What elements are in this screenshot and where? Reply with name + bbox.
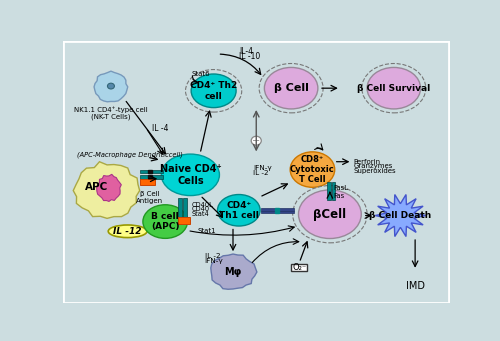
FancyBboxPatch shape	[178, 198, 182, 217]
Text: CD40: CD40	[191, 207, 210, 212]
Text: IL -12: IL -12	[114, 227, 142, 236]
FancyBboxPatch shape	[291, 264, 308, 271]
Text: β Cell
Antigen: β Cell Antigen	[136, 191, 163, 204]
Text: β Cell Death: β Cell Death	[370, 211, 432, 220]
Text: Perforin: Perforin	[353, 159, 380, 165]
FancyBboxPatch shape	[140, 179, 154, 184]
Ellipse shape	[264, 68, 318, 109]
Text: IL -2: IL -2	[253, 170, 269, 176]
Text: CD4⁺ Th2
cell: CD4⁺ Th2 cell	[190, 81, 238, 101]
Text: β Cell: β Cell	[274, 83, 308, 93]
Text: −: −	[252, 136, 260, 146]
Text: CD40L: CD40L	[191, 202, 213, 208]
FancyBboxPatch shape	[327, 182, 330, 200]
Ellipse shape	[191, 74, 236, 108]
FancyBboxPatch shape	[182, 198, 186, 217]
Text: NK1.1 CD4⁺-type cell
(NK-T Cells): NK1.1 CD4⁺-type cell (NK-T Cells)	[74, 106, 148, 120]
FancyBboxPatch shape	[261, 211, 294, 213]
Text: IL -2: IL -2	[204, 253, 220, 259]
FancyBboxPatch shape	[332, 182, 336, 200]
FancyBboxPatch shape	[178, 217, 190, 224]
Ellipse shape	[298, 190, 362, 238]
Polygon shape	[375, 194, 426, 237]
Text: Stat4: Stat4	[191, 211, 209, 217]
Text: B cell
(APC): B cell (APC)	[151, 212, 180, 231]
Ellipse shape	[143, 205, 188, 238]
Polygon shape	[94, 71, 128, 102]
Ellipse shape	[162, 154, 220, 196]
FancyBboxPatch shape	[148, 170, 152, 173]
Text: APC: APC	[85, 182, 108, 192]
Text: Stat6: Stat6	[191, 71, 210, 77]
Text: Fas: Fas	[334, 193, 345, 199]
Text: Naive CD4⁺
Cells: Naive CD4⁺ Cells	[160, 164, 221, 186]
FancyBboxPatch shape	[140, 175, 163, 178]
Ellipse shape	[367, 68, 420, 109]
Text: Granzymes: Granzymes	[353, 163, 393, 169]
Text: Superoxides: Superoxides	[353, 168, 396, 174]
Text: (APC-Macrophage Dendriticcell): (APC-Macrophage Dendriticcell)	[78, 152, 183, 159]
FancyBboxPatch shape	[275, 211, 278, 213]
Text: FasL: FasL	[334, 186, 349, 192]
FancyBboxPatch shape	[261, 208, 294, 211]
Text: βCell: βCell	[314, 208, 346, 221]
Polygon shape	[96, 174, 122, 202]
Text: Stat1: Stat1	[198, 228, 216, 234]
Text: IL-4: IL-4	[239, 47, 253, 56]
FancyBboxPatch shape	[275, 208, 278, 210]
Ellipse shape	[290, 152, 335, 187]
Text: IFN-γ: IFN-γ	[253, 165, 272, 171]
Text: IFN-γ: IFN-γ	[204, 258, 224, 264]
Ellipse shape	[108, 225, 147, 238]
Text: O₂⁻: O₂⁻	[292, 263, 306, 272]
Ellipse shape	[251, 136, 262, 145]
Text: β Cell Survival: β Cell Survival	[357, 84, 430, 93]
Text: IL -4: IL -4	[152, 123, 168, 133]
Ellipse shape	[108, 83, 114, 89]
Polygon shape	[73, 162, 140, 218]
Text: IMD: IMD	[406, 281, 424, 292]
FancyBboxPatch shape	[140, 169, 163, 173]
Text: IL -10: IL -10	[239, 52, 260, 61]
Text: CD8⁺
Cytotoxic
T Cell: CD8⁺ Cytotoxic T Cell	[290, 155, 335, 184]
FancyBboxPatch shape	[148, 175, 152, 178]
Polygon shape	[211, 254, 257, 289]
Ellipse shape	[218, 194, 260, 226]
Text: Mφ: Mφ	[224, 267, 242, 277]
Text: CD4⁺
Th1 cell: CD4⁺ Th1 cell	[219, 201, 259, 220]
